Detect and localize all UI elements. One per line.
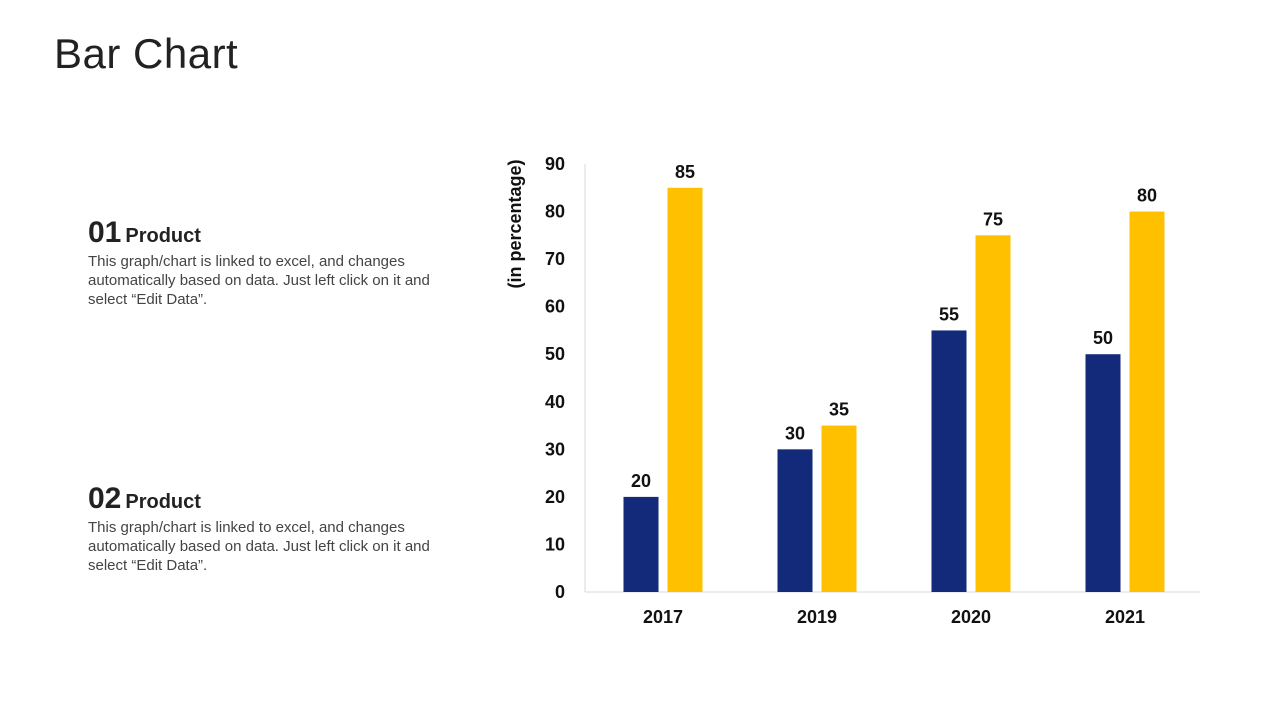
data-label-2020-series-1: 55 (939, 304, 959, 324)
y-tick-label: 30 (545, 439, 565, 459)
product-2-description: This graph/chart is linked to excel, and… (88, 519, 430, 574)
y-tick-label: 70 (545, 249, 565, 269)
data-label-2021-series-2: 80 (1137, 186, 1157, 206)
y-tick-label: 90 (545, 154, 565, 174)
bar-2017-series-1 (623, 496, 659, 592)
y-tick-label: 50 (545, 344, 565, 364)
bar-2020-series-1 (931, 330, 967, 592)
data-label-2019-series-1: 30 (785, 423, 805, 443)
product-1-block: 01 Product This graph/chart is linked to … (88, 218, 448, 309)
product-1-description: This graph/chart is linked to excel, and… (88, 253, 430, 308)
bar-2019-series-1 (777, 449, 813, 592)
y-tick-labels: 0 10 20 30 40 50 60 70 80 90 (545, 154, 565, 602)
y-axis-label: (in percentage) (505, 159, 525, 288)
data-label-2021-series-1: 50 (1093, 328, 1113, 348)
data-label-2017-series-2: 85 (675, 162, 695, 182)
bar-2021-series-2 (1129, 211, 1165, 593)
x-tick-label: 2019 (797, 607, 837, 627)
y-tick-label: 0 (555, 582, 565, 602)
page-title: Bar Chart (54, 30, 239, 77)
y-tick-label: 80 (545, 202, 565, 222)
x-tick-label: 2021 (1105, 607, 1145, 627)
data-labels: 20 85 30 35 55 75 50 80 (631, 162, 1157, 491)
product-1-number: 01 (88, 216, 122, 249)
product-2-label: Product (125, 491, 201, 513)
y-tick-label: 10 (545, 534, 565, 554)
x-tick-label: 2020 (951, 607, 991, 627)
bars (623, 187, 1165, 593)
data-label-2017-series-1: 20 (631, 471, 651, 491)
bar-2017-series-2 (667, 187, 703, 592)
data-label-2019-series-2: 35 (829, 400, 849, 420)
x-tick-labels: 2017 2019 2020 2021 (643, 607, 1145, 627)
bar-2020-series-2 (975, 235, 1011, 593)
y-tick-label: 40 (545, 392, 565, 412)
bar-2021-series-1 (1085, 354, 1121, 592)
product-2-block: 02 Product This graph/chart is linked to … (88, 484, 448, 575)
product-1-label: Product (125, 225, 201, 247)
data-label-2020-series-2: 75 (983, 209, 1003, 229)
y-tick-label: 60 (545, 297, 565, 317)
x-tick-label: 2017 (643, 607, 683, 627)
y-tick-label: 20 (545, 487, 565, 507)
product-2-number: 02 (88, 482, 122, 515)
bar-2019-series-2 (821, 425, 857, 592)
